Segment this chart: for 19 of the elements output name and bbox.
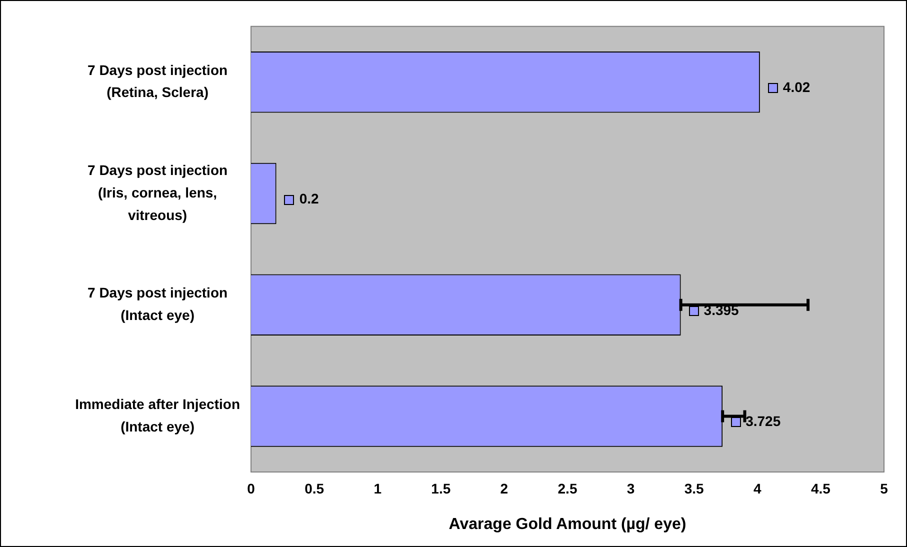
x-tick-label: 0.5 [304, 480, 324, 496]
x-tick-label: 2 [500, 480, 508, 496]
x-tick-label: 4 [754, 480, 762, 496]
x-tick-label: 1.5 [431, 480, 451, 496]
x-tick-label: 3 [626, 480, 635, 496]
data-label: 4.02 [782, 78, 810, 95]
x-tick-label: 5 [880, 480, 888, 496]
y-tick-label: 7 Days post injection (Retina, Sclera) [88, 62, 228, 100]
data-label: 0.2 [299, 190, 319, 206]
y-tick-label: 7 Days post injection (Intact eye) [88, 284, 228, 323]
x-tick-label: 1 [374, 480, 382, 496]
y-tick-label: Immediate after Injection (Intact eye) [75, 396, 240, 434]
x-axis-title: Avarage Gold Amount (µg/ eye) [448, 516, 686, 533]
x-tick-label: 4.5 [810, 480, 831, 496]
x-tick-label: 2.5 [558, 480, 578, 496]
x-tick-label: 0 [247, 480, 256, 496]
data-label: 3.725 [746, 413, 781, 430]
x-tick-label: 3.5 [684, 480, 704, 496]
y-tick-label: 7 Days post injection (Iris, cornea, lens, vitreous) [88, 162, 228, 223]
